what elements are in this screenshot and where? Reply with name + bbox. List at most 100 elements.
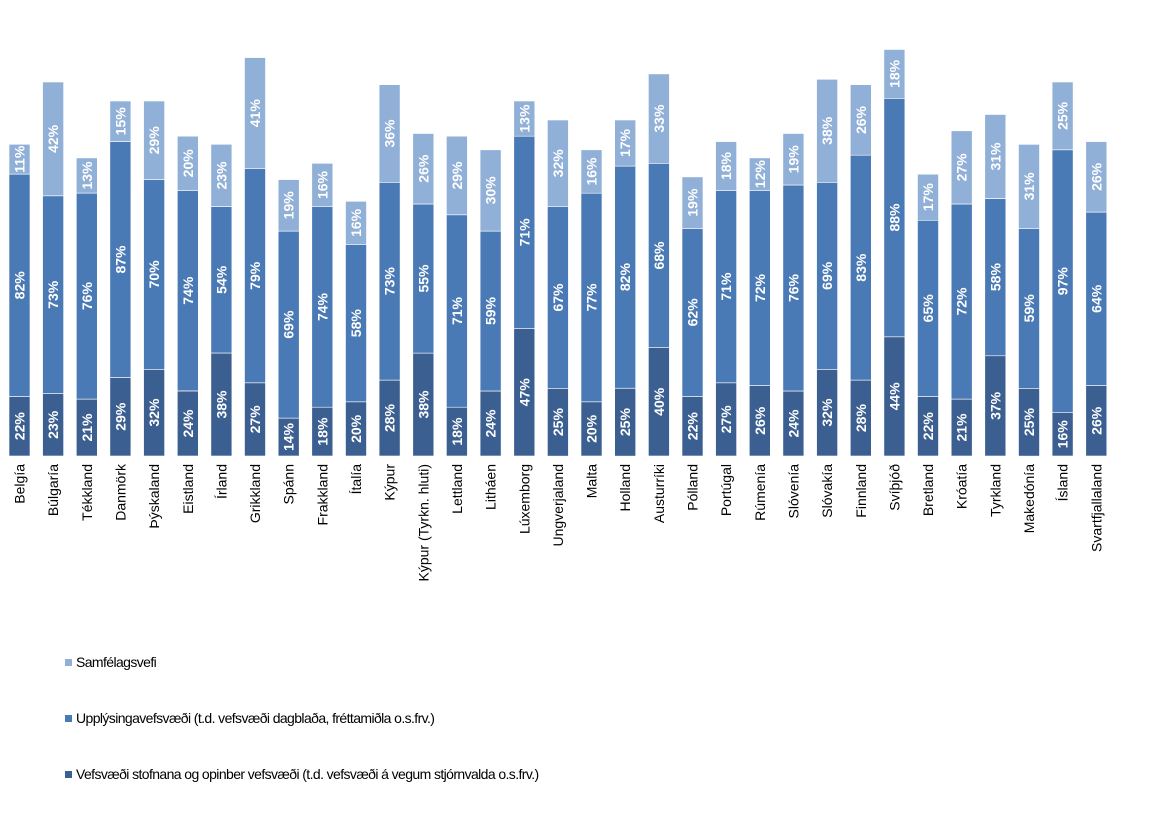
data-label-1-23: 76% xyxy=(785,273,801,302)
legend-swatch-social xyxy=(65,658,72,666)
category-label-0: Belgía xyxy=(12,464,28,504)
data-label-1-4: 70% xyxy=(146,260,162,289)
stacked-bar-chart: 22% 82% 11% 23% 73% 42% 21% 76% 13% 29% 87% 15% 32% 7… xyxy=(8,49,1108,581)
bar-segment-2-7 xyxy=(244,57,266,169)
bar-segment-2-10 xyxy=(345,201,367,246)
category-label-22: Rúmenía xyxy=(752,464,768,521)
bar-segment-2-25 xyxy=(849,84,872,156)
data-label-1-11: 73% xyxy=(382,267,398,296)
legend-item-social: Samfélagsvefi xyxy=(65,652,965,672)
data-label-0-22: 26% xyxy=(752,406,768,435)
bar-segment-2-2 xyxy=(76,157,98,194)
category-label-5: Eistland xyxy=(180,464,196,514)
category-label-11: Kýpur xyxy=(382,464,398,501)
data-label-0-26: 44% xyxy=(886,382,902,411)
data-label-2-15: 13% xyxy=(516,104,532,133)
data-label-0-18: 25% xyxy=(617,408,633,437)
data-label-1-6: 54% xyxy=(213,265,229,294)
bars-layer: 22% 82% 11% 23% 73% 42% 21% 76% 13% 29% 87% 15% 32% 7… xyxy=(8,49,1108,457)
bar-segment-2-28 xyxy=(950,130,973,205)
data-label-2-3: 15% xyxy=(112,107,128,136)
data-label-2-31: 25% xyxy=(1055,101,1071,130)
legend-swatch-news xyxy=(65,714,72,722)
data-label-0-16: 25% xyxy=(550,408,566,437)
category-label-2: Tékkland xyxy=(79,464,95,521)
data-label-0-4: 32% xyxy=(146,398,162,427)
category-label-31: Ísland xyxy=(1055,464,1071,501)
data-label-0-25: 28% xyxy=(853,404,869,433)
data-label-1-16: 67% xyxy=(550,283,566,312)
bar-segment-2-23 xyxy=(782,133,805,186)
data-label-2-13: 29% xyxy=(449,161,465,190)
data-label-0-5: 24% xyxy=(180,409,196,438)
data-label-0-17: 20% xyxy=(584,414,600,443)
data-label-0-23: 24% xyxy=(785,409,801,438)
category-label-17: Malta xyxy=(584,464,600,498)
data-label-0-15: 47% xyxy=(516,378,532,407)
data-label-0-29: 37% xyxy=(987,391,1003,420)
bar-segment-2-27 xyxy=(917,173,939,221)
data-label-0-11: 28% xyxy=(382,404,398,433)
data-label-1-28: 72% xyxy=(954,287,970,316)
data-label-1-25: 83% xyxy=(853,253,869,282)
data-label-0-19: 40% xyxy=(651,387,667,416)
data-label-1-9: 74% xyxy=(314,292,330,321)
bar-segment-2-31 xyxy=(1051,81,1074,151)
data-label-0-28: 21% xyxy=(954,413,970,442)
data-label-2-23: 19% xyxy=(785,145,801,174)
data-label-0-1: 23% xyxy=(45,410,61,439)
data-label-2-7: 41% xyxy=(247,99,263,128)
data-label-1-22: 72% xyxy=(752,273,768,302)
data-label-2-17: 16% xyxy=(584,157,600,186)
data-label-1-19: 68% xyxy=(651,241,667,270)
data-label-2-32: 26% xyxy=(1088,162,1104,191)
category-label-13: Lettland xyxy=(449,464,465,514)
data-label-0-14: 24% xyxy=(483,409,499,438)
data-label-1-30: 59% xyxy=(1021,294,1037,323)
data-label-2-10: 16% xyxy=(348,208,364,237)
data-label-2-12: 26% xyxy=(415,154,431,183)
category-label-18: Holland xyxy=(617,464,633,511)
data-label-1-29: 58% xyxy=(987,263,1003,292)
data-label-2-24: 38% xyxy=(819,116,835,145)
category-label-12: Kýpur (Tyrkn. hluti) xyxy=(415,464,431,581)
data-label-1-15: 71% xyxy=(516,218,532,247)
data-label-1-12: 55% xyxy=(415,264,431,293)
data-label-1-24: 69% xyxy=(819,261,835,290)
category-label-29: Tyrkland xyxy=(987,464,1003,517)
category-label-28: Króatía xyxy=(954,464,970,509)
data-label-2-26: 18% xyxy=(886,59,902,88)
bar-segment-2-32 xyxy=(1085,141,1108,213)
data-label-0-2: 21% xyxy=(79,413,95,442)
data-label-1-27: 65% xyxy=(920,294,936,323)
data-label-0-12: 38% xyxy=(415,390,431,419)
legend-label-news: Upplýsingavefsvæði (t.d. vefsvæði dagbla… xyxy=(76,710,435,726)
data-label-1-8: 69% xyxy=(281,310,297,339)
legend-label-official: Vefsvæði stofnana og opinber vefsvæði (t… xyxy=(76,766,539,782)
data-label-2-2: 13% xyxy=(79,161,95,190)
data-label-2-21: 18% xyxy=(718,151,734,180)
data-label-0-3: 29% xyxy=(112,402,128,431)
bar-segment-2-3 xyxy=(109,100,132,142)
category-label-4: Þýskaland xyxy=(146,464,162,529)
data-label-0-24: 32% xyxy=(819,398,835,427)
data-label-0-31: 16% xyxy=(1055,420,1071,449)
bar-segment-2-12 xyxy=(412,133,435,205)
data-label-0-21: 27% xyxy=(718,405,734,434)
bar-segment-2-22 xyxy=(748,157,771,191)
data-label-1-7: 79% xyxy=(247,261,263,290)
data-label-1-3: 87% xyxy=(112,245,128,274)
data-label-1-14: 59% xyxy=(483,296,499,325)
data-label-2-22: 12% xyxy=(752,160,768,189)
data-label-2-14: 30% xyxy=(483,176,499,205)
data-label-2-29: 31% xyxy=(987,142,1003,171)
category-label-7: Grikkland xyxy=(247,464,263,523)
data-label-1-10: 58% xyxy=(348,309,364,338)
data-label-2-6: 23% xyxy=(213,161,229,190)
data-label-2-30: 31% xyxy=(1021,172,1037,201)
data-label-0-0: 22% xyxy=(12,412,28,441)
data-label-1-5: 74% xyxy=(180,276,196,305)
bar-segment-2-20 xyxy=(681,176,704,229)
bar-segment-2-6 xyxy=(210,144,233,207)
bar-segment-2-0 xyxy=(8,144,31,175)
